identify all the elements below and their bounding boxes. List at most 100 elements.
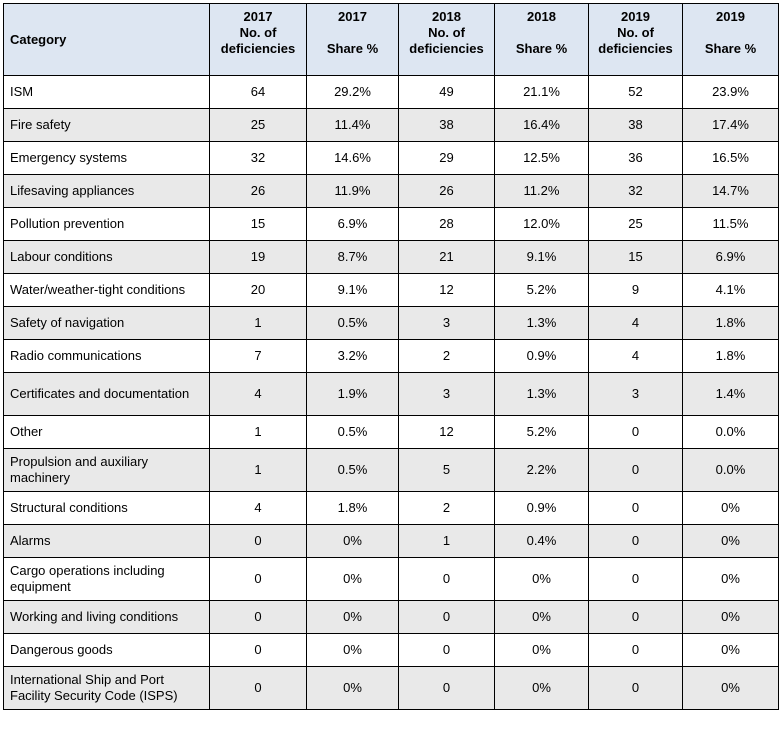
header-year: 2019 <box>716 9 745 24</box>
category-cell: Lifesaving appliances <box>3 174 210 208</box>
category-cell: Labour conditions <box>3 240 210 274</box>
count-2019-cell: 0 <box>588 600 683 634</box>
count-2019-cell: 0 <box>588 557 683 601</box>
count-2017-cell: 32 <box>209 141 307 175</box>
table-row: Labour conditions 19 8.7% 21 9.1% 15 6.9% <box>3 240 779 274</box>
share-2018-cell: 16.4% <box>494 108 589 142</box>
header-2017-count: 2017 No. of deficiencies <box>209 3 307 76</box>
share-2019-cell: 1.8% <box>682 306 779 340</box>
header-text: deficiencies <box>598 41 673 56</box>
header-text: No. of <box>617 25 654 40</box>
header-year: 2018 <box>432 9 461 24</box>
header-year: 2019 <box>621 9 650 24</box>
share-2019-cell: 0% <box>682 633 779 667</box>
header-row: Category 2017 No. of deficiencies 2017 Shar… <box>3 3 779 76</box>
count-2017-cell: 26 <box>209 174 307 208</box>
table-row: Safety of navigation 1 0.5% 3 1.3% 4 1.8% <box>3 306 779 340</box>
category-cell: International Ship and Port Facility Sec… <box>3 666 210 710</box>
table-row: Certificates and documentation 4 1.9% 3 1.3%… <box>3 372 779 416</box>
count-2019-cell: 0 <box>588 633 683 667</box>
category-cell: Water/weather-tight conditions <box>3 273 210 307</box>
count-2017-cell: 19 <box>209 240 307 274</box>
count-2018-cell: 12 <box>398 415 495 449</box>
count-2017-cell: 15 <box>209 207 307 241</box>
count-2019-cell: 0 <box>588 524 683 558</box>
table-row: Working and living conditions 0 0% 0 0% 0 0% <box>3 600 779 634</box>
header-2019-count: 2019 No. of deficiencies <box>588 3 683 76</box>
count-2017-cell: 7 <box>209 339 307 373</box>
share-2017-cell: 0.5% <box>306 448 399 492</box>
count-2017-cell: 0 <box>209 600 307 634</box>
count-2019-cell: 0 <box>588 666 683 710</box>
table-row: Pollution prevention 15 6.9% 28 12.0% 25 11.5% <box>3 207 779 241</box>
count-2017-cell: 4 <box>209 372 307 416</box>
count-2017-cell: 1 <box>209 415 307 449</box>
category-cell: Cargo operations including equipment <box>3 557 210 601</box>
count-2017-cell: 1 <box>209 306 307 340</box>
count-2018-cell: 5 <box>398 448 495 492</box>
share-2017-cell: 0% <box>306 666 399 710</box>
share-2018-cell: 0.9% <box>494 339 589 373</box>
header-year: 2018 <box>527 9 556 24</box>
category-cell: Propulsion and auxiliary machinery <box>3 448 210 492</box>
share-2017-cell: 6.9% <box>306 207 399 241</box>
table-row: Dangerous goods 0 0% 0 0% 0 0% <box>3 633 779 667</box>
share-2019-cell: 11.5% <box>682 207 779 241</box>
count-2019-cell: 0 <box>588 448 683 492</box>
header-2017-share: 2017 Share % <box>306 3 399 76</box>
share-2017-cell: 1.9% <box>306 372 399 416</box>
category-cell: Structural conditions <box>3 491 210 525</box>
count-2019-cell: 3 <box>588 372 683 416</box>
share-2017-cell: 0.5% <box>306 415 399 449</box>
header-year: 2017 <box>243 9 273 24</box>
count-2018-cell: 1 <box>398 524 495 558</box>
count-2019-cell: 32 <box>588 174 683 208</box>
table-row: Water/weather-tight conditions 20 9.1% 12 5.… <box>3 273 779 307</box>
count-2017-cell: 0 <box>209 557 307 601</box>
table-row: ISM 64 29.2% 49 21.1% 52 23.9% <box>3 75 779 109</box>
share-2019-cell: 1.8% <box>682 339 779 373</box>
share-2019-cell: 0.0% <box>682 448 779 492</box>
table-row: Fire safety 25 11.4% 38 16.4% 38 17.4% <box>3 108 779 142</box>
share-2019-cell: 16.5% <box>682 141 779 175</box>
count-2017-cell: 20 <box>209 273 307 307</box>
share-2017-cell: 9.1% <box>306 273 399 307</box>
table-row: International Ship and Port Facility Sec… <box>3 666 779 710</box>
count-2019-cell: 15 <box>588 240 683 274</box>
share-2018-cell: 9.1% <box>494 240 589 274</box>
count-2019-cell: 0 <box>588 415 683 449</box>
share-2017-cell: 3.2% <box>306 339 399 373</box>
category-cell: Dangerous goods <box>3 633 210 667</box>
share-2017-cell: 8.7% <box>306 240 399 274</box>
header-2018-count: 2018 No. of deficiencies <box>398 3 495 76</box>
share-2017-cell: 0.5% <box>306 306 399 340</box>
count-2018-cell: 49 <box>398 75 495 109</box>
count-2018-cell: 26 <box>398 174 495 208</box>
count-2019-cell: 4 <box>588 339 683 373</box>
header-category: Category <box>3 3 210 76</box>
count-2019-cell: 36 <box>588 141 683 175</box>
table-row: Lifesaving appliances 26 11.9% 26 11.2% 32 14.… <box>3 174 779 208</box>
count-2017-cell: 0 <box>209 524 307 558</box>
share-2019-cell: 1.4% <box>682 372 779 416</box>
share-2018-cell: 0% <box>494 600 589 634</box>
header-text: deficiencies <box>220 41 296 56</box>
category-cell: Alarms <box>3 524 210 558</box>
share-2017-cell: 0% <box>306 524 399 558</box>
count-2018-cell: 3 <box>398 306 495 340</box>
header-text: Category <box>10 31 67 47</box>
share-2018-cell: 0% <box>494 666 589 710</box>
table-row: Alarms 0 0% 1 0.4% 0 0% <box>3 524 779 558</box>
category-cell: Fire safety <box>3 108 210 142</box>
share-2018-cell: 5.2% <box>494 415 589 449</box>
share-2019-cell: 17.4% <box>682 108 779 142</box>
count-2018-cell: 38 <box>398 108 495 142</box>
share-2018-cell: 0% <box>494 557 589 601</box>
share-2018-cell: 12.5% <box>494 141 589 175</box>
share-2018-cell: 12.0% <box>494 207 589 241</box>
header-text: No. of <box>239 25 277 40</box>
count-2017-cell: 0 <box>209 666 307 710</box>
category-cell: Radio communications <box>3 339 210 373</box>
table-row: Other 1 0.5% 12 5.2% 0 0.0% <box>3 415 779 449</box>
share-2019-cell: 0% <box>682 666 779 710</box>
